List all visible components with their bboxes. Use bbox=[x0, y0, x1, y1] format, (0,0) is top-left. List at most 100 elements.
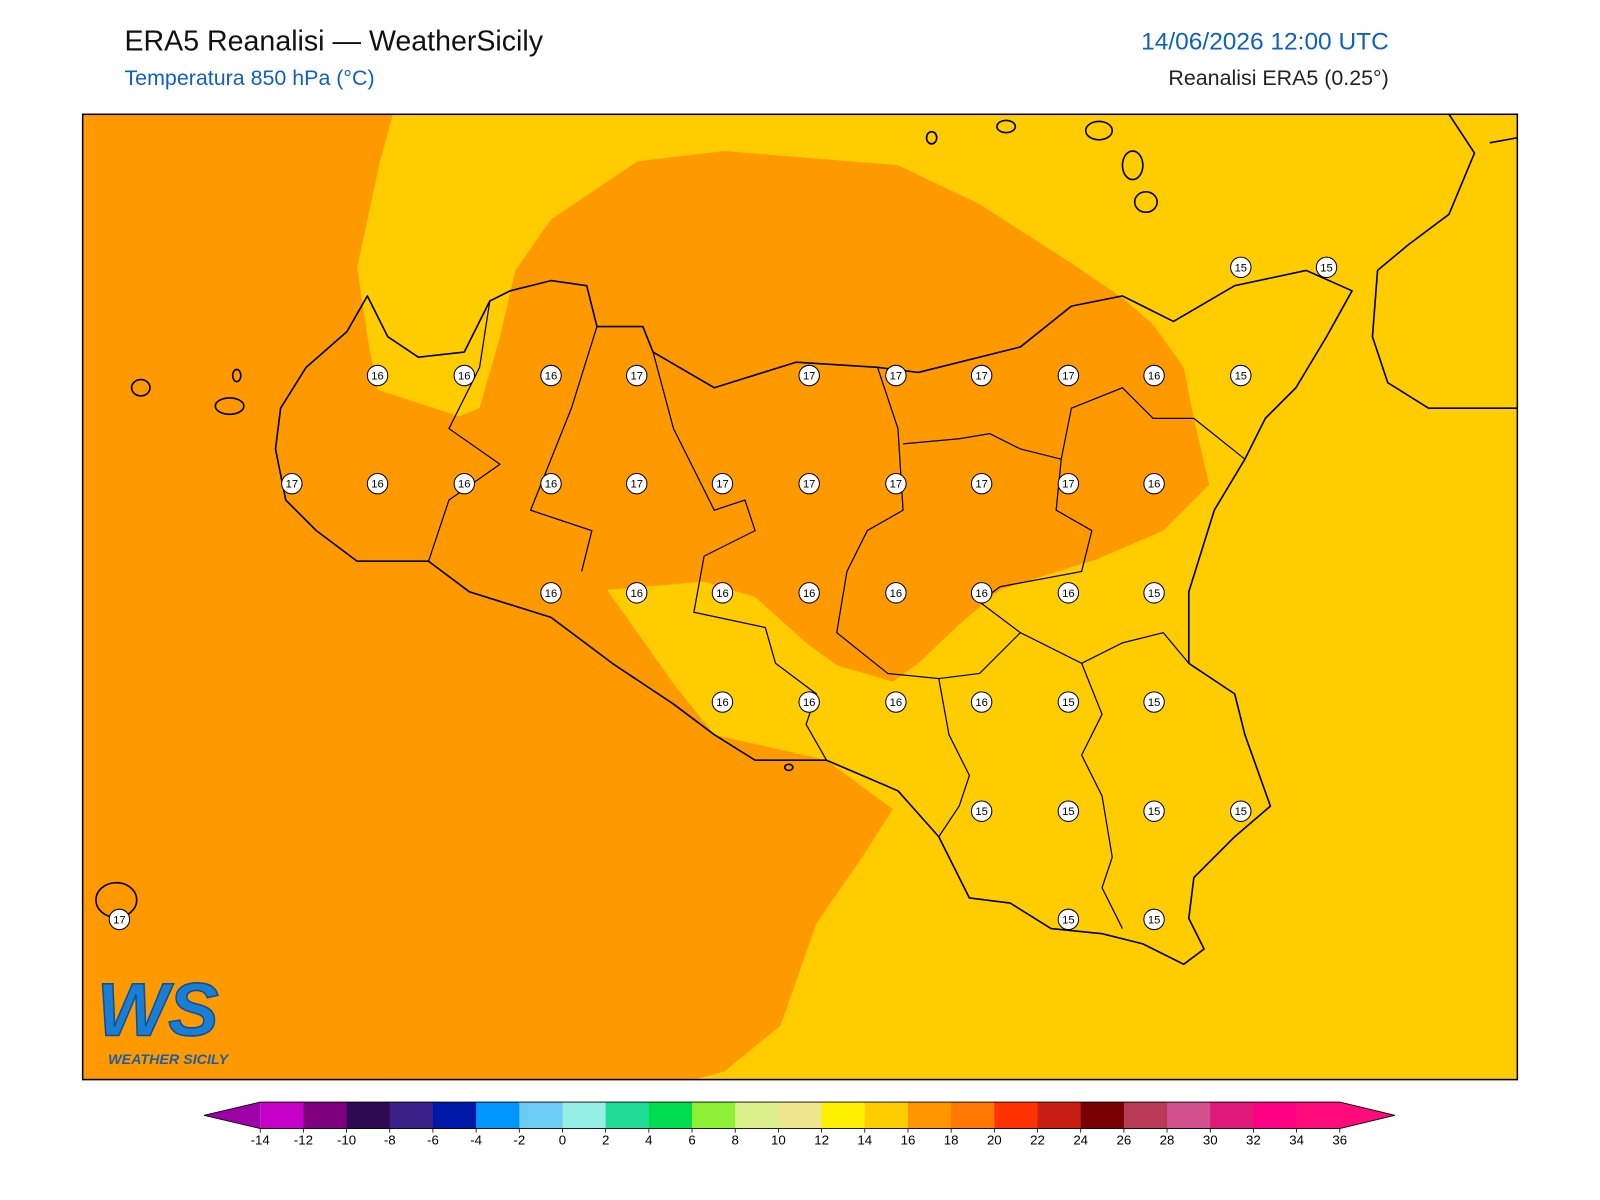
station-marker bbox=[1230, 256, 1252, 279]
coastline-sicily bbox=[274, 269, 1353, 966]
station-value: 15 bbox=[975, 806, 987, 818]
station-marker bbox=[1143, 800, 1165, 822]
station-marker bbox=[366, 472, 389, 495]
colorbar-bin bbox=[735, 1102, 779, 1129]
colorbar-over bbox=[1339, 1102, 1395, 1129]
station-marker bbox=[798, 364, 820, 387]
station-value: 16 bbox=[1148, 370, 1160, 382]
station-value: 16 bbox=[1148, 479, 1160, 491]
station-value: 16 bbox=[975, 588, 987, 600]
station-marker bbox=[626, 472, 648, 495]
station-value: 16 bbox=[458, 370, 470, 382]
station-marker bbox=[798, 472, 820, 495]
station-value: 17 bbox=[975, 370, 987, 382]
colorbar-tick-label: -14 bbox=[251, 1132, 270, 1147]
station-marker bbox=[540, 364, 562, 387]
station-value: 16 bbox=[890, 588, 902, 600]
station-marker bbox=[1143, 472, 1165, 495]
colorbar-tick-label: 22 bbox=[1030, 1132, 1045, 1147]
subtitle: Temperatura 850 hPa (°C) bbox=[124, 66, 374, 90]
colorbar-tick-label: 12 bbox=[814, 1132, 829, 1147]
station-marker bbox=[453, 472, 475, 495]
station-marker bbox=[970, 364, 993, 387]
colorbar-bin bbox=[1080, 1102, 1125, 1129]
datetime: 14/06/2026 12:00 UTC bbox=[1141, 28, 1389, 55]
source: Reanalisi ERA5 (0.25°) bbox=[1168, 66, 1388, 90]
colorbar-tick-label: -2 bbox=[513, 1132, 525, 1147]
colorbar-bin bbox=[346, 1102, 391, 1129]
station-value: 15 bbox=[1320, 262, 1332, 274]
stations: 15 15 16 16 16 17 17 17 17 17 16 15 17 16 16 16 17 17 17 17… bbox=[108, 256, 1338, 931]
station-marker bbox=[1315, 256, 1338, 279]
colorbar-tick-label: 24 bbox=[1073, 1132, 1088, 1147]
station-marker bbox=[970, 472, 993, 495]
colorbar-tick-label: -12 bbox=[294, 1132, 313, 1147]
station-value: 16 bbox=[890, 697, 902, 709]
colorbar-tick-label: 8 bbox=[732, 1132, 739, 1147]
station-marker bbox=[1230, 800, 1252, 822]
station-value: 16 bbox=[630, 588, 642, 600]
logo-mark: WS bbox=[97, 968, 219, 1052]
station-marker bbox=[1230, 364, 1252, 387]
station-value: 16 bbox=[545, 370, 557, 382]
station-value: 15 bbox=[1235, 262, 1247, 274]
colorbar-bin bbox=[821, 1102, 866, 1129]
colorbar-bin bbox=[1167, 1102, 1211, 1129]
station-marker bbox=[1057, 472, 1080, 495]
station-marker bbox=[711, 582, 734, 604]
station-marker bbox=[626, 582, 648, 604]
station-value: 16 bbox=[803, 588, 815, 600]
station-value: 16 bbox=[975, 697, 987, 709]
colorbar-tick-label: -6 bbox=[427, 1132, 439, 1147]
colorbar-tick-label: 34 bbox=[1289, 1132, 1304, 1147]
station-value: 15 bbox=[1235, 806, 1247, 818]
station-value: 16 bbox=[545, 588, 557, 600]
station-value: 16 bbox=[716, 697, 728, 709]
colorbar-bin bbox=[907, 1102, 952, 1129]
station-marker bbox=[1143, 691, 1165, 713]
station-value: 15 bbox=[1062, 806, 1074, 818]
colorbar-tick-label: 0 bbox=[559, 1132, 566, 1147]
station-marker bbox=[711, 691, 734, 713]
station-marker bbox=[366, 364, 389, 387]
colorbar-bin bbox=[476, 1102, 520, 1129]
station-value: 15 bbox=[1148, 806, 1160, 818]
colorbar-bin bbox=[260, 1102, 304, 1129]
station-marker bbox=[1057, 800, 1080, 822]
station-marker bbox=[885, 691, 907, 713]
colorbar-tick-label: 20 bbox=[987, 1132, 1002, 1147]
colorbar-bin bbox=[1037, 1102, 1082, 1129]
colorbar-bin bbox=[994, 1102, 1039, 1129]
colorbar-tick-label: 36 bbox=[1332, 1132, 1347, 1147]
map-area bbox=[82, 114, 1518, 1080]
station-marker bbox=[798, 691, 820, 713]
colorbar-tick-label: 2 bbox=[602, 1132, 609, 1147]
station-marker bbox=[1143, 582, 1165, 604]
colorbar-bin bbox=[1253, 1102, 1298, 1129]
station-marker bbox=[798, 582, 820, 604]
station-value: 17 bbox=[803, 370, 815, 382]
field-16-18 bbox=[82, 114, 1210, 1080]
station-value: 16 bbox=[371, 370, 383, 382]
colorbar-tick-label: 10 bbox=[771, 1132, 786, 1147]
station-value: 17 bbox=[286, 479, 298, 491]
station-marker bbox=[1057, 908, 1080, 931]
station-marker bbox=[885, 364, 907, 387]
station-marker bbox=[1057, 582, 1080, 604]
colorbar-bin bbox=[692, 1102, 736, 1129]
colorbar-bin bbox=[778, 1102, 823, 1129]
station-value: 15 bbox=[1148, 588, 1160, 600]
station-marker bbox=[626, 364, 648, 387]
colorbar-tick-label: 6 bbox=[688, 1132, 695, 1147]
colorbar-bin bbox=[864, 1102, 909, 1129]
station-value: 17 bbox=[1062, 370, 1074, 382]
coastline-calabria bbox=[1371, 114, 1518, 409]
station-value: 17 bbox=[113, 914, 125, 926]
colorbar-under bbox=[204, 1102, 261, 1129]
station-value: 17 bbox=[975, 479, 987, 491]
map-frame bbox=[81, 113, 1519, 1081]
station-value: 15 bbox=[1062, 697, 1074, 709]
station-marker bbox=[540, 472, 562, 495]
station-value: 17 bbox=[890, 370, 902, 382]
station-marker bbox=[885, 472, 907, 495]
